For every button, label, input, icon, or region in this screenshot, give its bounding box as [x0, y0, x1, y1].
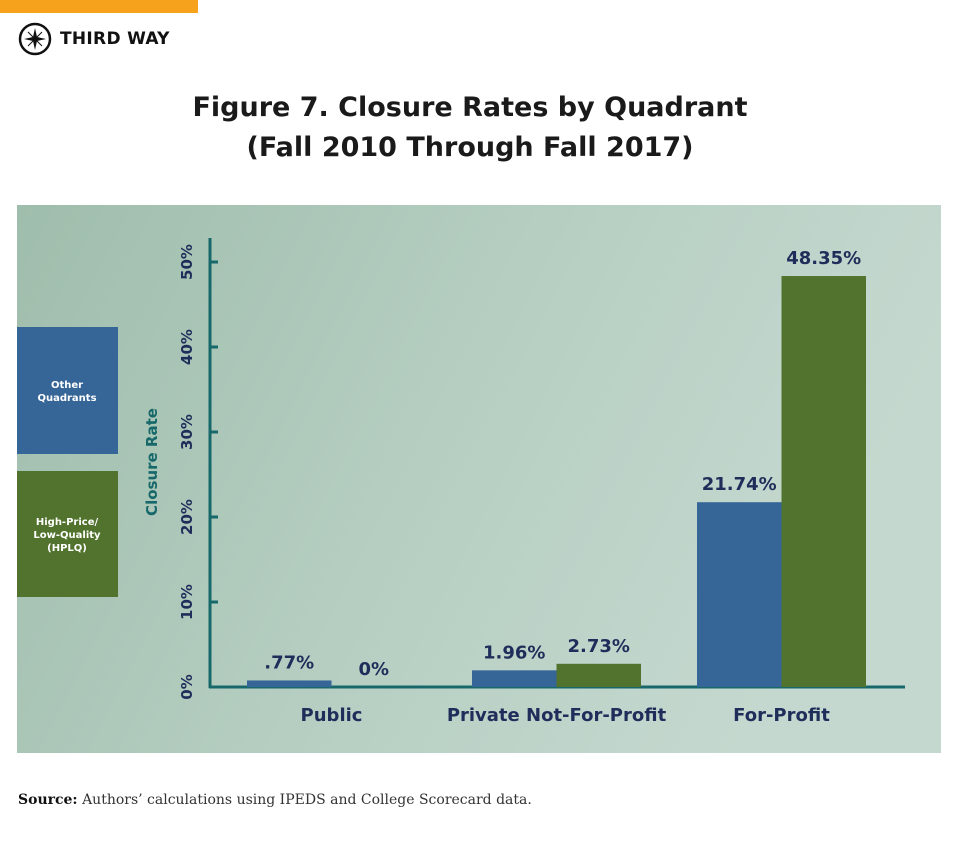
- y-tick-label: 50%: [178, 244, 196, 280]
- title-line-2: (Fall 2010 Through Fall 2017): [246, 132, 694, 163]
- legend-label-0: Other Quadrants: [37, 380, 96, 404]
- data-label: 21.74%: [702, 474, 777, 495]
- data-label: 2.73%: [568, 636, 630, 657]
- y-tick-label: 40%: [178, 329, 196, 365]
- x-tick-label: For-Profit: [733, 705, 830, 726]
- third-way-logo: THIRD WAY: [18, 22, 170, 56]
- accent-bar: [0, 0, 198, 13]
- y-tick-label: 10%: [178, 584, 196, 620]
- compass-icon: [18, 22, 52, 56]
- bar-1-0: [472, 670, 557, 687]
- data-label: 1.96%: [483, 642, 545, 663]
- y-tick-label: 30%: [178, 414, 196, 450]
- chart-title: Figure 7. Closure Rates by Quadrant (Fal…: [0, 88, 940, 168]
- y-tick-label: 0%: [178, 674, 196, 699]
- y-tick-label: 20%: [178, 499, 196, 535]
- data-label: 0%: [358, 659, 389, 680]
- x-tick-label: Public: [301, 705, 363, 726]
- legend-label-1: High-Price/Low-Quality (HPLQ): [33, 517, 101, 554]
- legend-swatch-1: [17, 471, 118, 597]
- legend-swatch-0: [17, 327, 118, 454]
- brand-name: THIRD WAY: [60, 29, 170, 49]
- title-line-1: Figure 7. Closure Rates by Quadrant: [192, 92, 748, 123]
- data-label: .77%: [264, 652, 314, 673]
- y-axis-title: Closure Rate: [143, 408, 161, 516]
- bar-2-0: [697, 502, 782, 687]
- bar-1-1: [556, 663, 641, 687]
- x-tick-label: Private Not-For-Profit: [447, 705, 667, 726]
- source-text: Authors’ calculations using IPEDS and Co…: [82, 792, 532, 808]
- bar-0-0: [247, 680, 332, 687]
- bar-2-1: [781, 276, 866, 687]
- data-label: 48.35%: [786, 248, 861, 269]
- source-label: Source:: [18, 792, 78, 808]
- source-note: Source: Authors’ calculations using IPED…: [18, 792, 532, 808]
